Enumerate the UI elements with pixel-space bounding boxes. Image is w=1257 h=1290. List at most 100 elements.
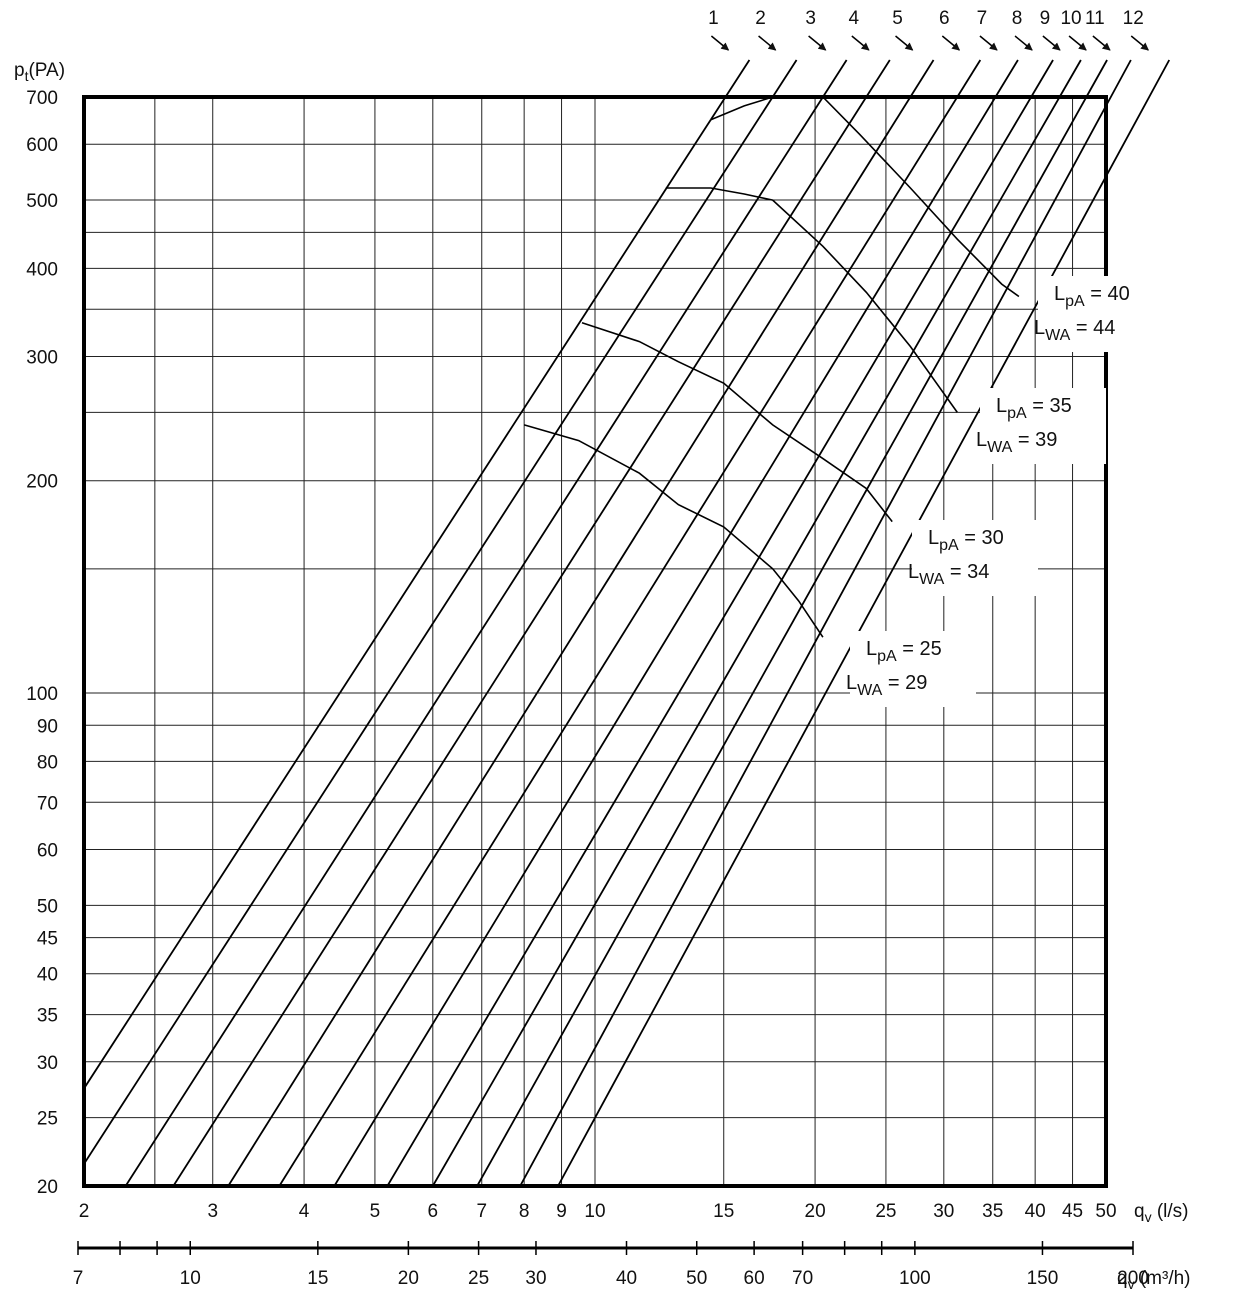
lwa-label: LWA = 44 (1034, 317, 1115, 344)
x-tick-label-ls: 30 (933, 1201, 954, 1222)
y-tick-label: 90 (37, 716, 58, 737)
x-tick-label-ls: 4 (299, 1201, 310, 1222)
y-tick-label: 20 (37, 1177, 58, 1198)
damper-curve-3 (124, 97, 824, 1186)
sound-curve-lpa-35 (665, 187, 958, 413)
damper-curve-label: 7 (977, 8, 988, 29)
y-tick-label: 500 (26, 191, 58, 212)
damper-curve-extension-12 (1105, 59, 1171, 177)
damper-curve-label: 1 (708, 8, 719, 29)
sound-level-curves (523, 97, 1020, 638)
y-tick-label: 50 (37, 896, 58, 917)
y-tick-label: 45 (37, 929, 58, 950)
sound-curve-lpa-40 (710, 97, 1020, 298)
x-axis-m3h-label: qv (m³/h) (1117, 1268, 1191, 1290)
lpa-label: LpA = 35 (996, 395, 1072, 422)
damper-curve-1 (84, 119, 712, 1089)
lwa-label: LWA = 29 (846, 672, 927, 699)
damper-curve-labels: 1 2 3 4 5 6 7 8 9 10 11 12 (708, 8, 1171, 177)
x-tick-label-m3h: 30 (525, 1268, 546, 1289)
sound-label-background (1038, 276, 1164, 352)
damper-curve-label: 10 (1060, 8, 1081, 29)
y-tick-label: 80 (37, 752, 58, 773)
damper-curve-arrow (710, 35, 730, 51)
x-tick-label-ls: 15 (713, 1201, 734, 1222)
damper-curve-extension-6 (956, 59, 982, 98)
y-tick-label: 700 (26, 88, 58, 109)
damper-curve-label: 8 (1012, 8, 1023, 29)
y-tick-label: 200 (26, 472, 58, 493)
damper-curve-9 (432, 97, 1061, 1186)
damper-curve-extension-7 (994, 59, 1019, 98)
damper-curve-extension-10 (1085, 59, 1108, 98)
y-tick-label: 600 (26, 135, 58, 156)
damper-curve-label: 2 (755, 8, 766, 29)
y-tick-label: 300 (26, 348, 58, 369)
x-tick-label-ls: 35 (982, 1201, 1003, 1222)
damper-curve-label: 9 (1040, 8, 1051, 29)
y-tick-label: 70 (37, 793, 58, 814)
x-tick-label-m3h: 70 (792, 1268, 813, 1289)
x-tick-label-m3h: 7 (73, 1268, 84, 1289)
x-tick-label-m3h: 200 (1117, 1268, 1149, 1289)
x-tick-label-m3h: 50 (686, 1268, 707, 1289)
damper-curve-10 (476, 97, 1088, 1186)
damper-curve-extension-2 (771, 59, 798, 98)
y-tick-label: 60 (37, 840, 58, 861)
damper-curve-arrow (895, 35, 914, 51)
damper-curve-11 (519, 105, 1106, 1186)
damper-curve-extension-5 (909, 59, 935, 98)
damper-curve-arrow (1068, 35, 1087, 51)
lwa-label: LWA = 39 (976, 429, 1057, 456)
sound-label-background (850, 631, 976, 707)
x-tick-label-ls: 25 (875, 1201, 896, 1222)
x-tick-label-m3h: 25 (468, 1268, 489, 1289)
damper-curve-arrow (1092, 35, 1111, 51)
x-axis-ls-tick-labels: 2 3 4 5 6 7 8 9 10 15 20 25 30 35 40 45 50 (79, 1201, 1117, 1222)
damper-curve-arrow (1130, 35, 1150, 51)
y-tick-label: 400 (26, 259, 58, 280)
sound-level-labels: LpA = 40 LWA = 44 LpA = 35 LWA = 39 LpA = 30… (846, 276, 1164, 707)
x-tick-label-m3h: 10 (180, 1268, 201, 1289)
damper-curve-extension-11 (1105, 59, 1132, 107)
damper-curve-label: 6 (939, 8, 950, 29)
damper-curve-extension-1 (710, 59, 751, 121)
x-tick-label-ls: 45 (1062, 1201, 1083, 1222)
y-axis-label: pt(PA) (14, 60, 65, 84)
x-tick-label-m3h: 20 (398, 1268, 419, 1289)
damper-curve-6 (278, 97, 959, 1186)
y-tick-label: 35 (37, 1006, 58, 1027)
damper-curve-arrow (808, 35, 827, 51)
lwa-label: LWA = 34 (908, 561, 989, 588)
damper-curve-label: 11 (1085, 8, 1105, 29)
damper-curve-extension-4 (865, 59, 891, 98)
lpa-label: LpA = 30 (928, 527, 1004, 554)
x-tick-label-ls: 40 (1025, 1201, 1046, 1222)
x-tick-label-ls: 20 (805, 1201, 826, 1222)
y-tick-label: 30 (37, 1053, 58, 1074)
damper-curve-label: 4 (849, 8, 860, 29)
sound-label-background (912, 520, 1038, 596)
plot-border (82, 95, 1108, 1188)
x-axis-m3h: 7 10 15 20 25 30 40 50 60 70 100 150 200 (73, 1241, 1149, 1289)
x-tick-label-ls: 2 (79, 1201, 90, 1222)
damper-curves (84, 97, 1106, 1186)
damper-curve-label: 5 (892, 8, 903, 29)
damper-curve-arrow (851, 35, 870, 51)
plot-frame (82, 95, 1108, 1188)
damper-curve-extension-9 (1058, 59, 1082, 98)
x-tick-label-ls: 50 (1095, 1201, 1116, 1222)
y-tick-label: 100 (26, 684, 58, 705)
damper-curve-arrow (1014, 35, 1033, 51)
damper-curve-4 (172, 97, 868, 1186)
damper-curve-arrow (941, 35, 961, 51)
damper-curve-extension-8 (1030, 59, 1054, 98)
sound-curve-lpa-25 (523, 424, 824, 638)
x-tick-label-ls: 5 (370, 1201, 381, 1222)
y-tick-label: 25 (37, 1109, 58, 1130)
x-tick-label-m3h: 100 (899, 1268, 931, 1289)
damper-curve-label: 12 (1123, 8, 1144, 29)
damper-curve-12 (557, 176, 1106, 1186)
y-axis-tick-labels: 20 25 30 35 40 45 50 60 70 80 90 100 200 300 400 500 600… (26, 88, 58, 1198)
sound-curve-lpa-30 (581, 321, 893, 523)
